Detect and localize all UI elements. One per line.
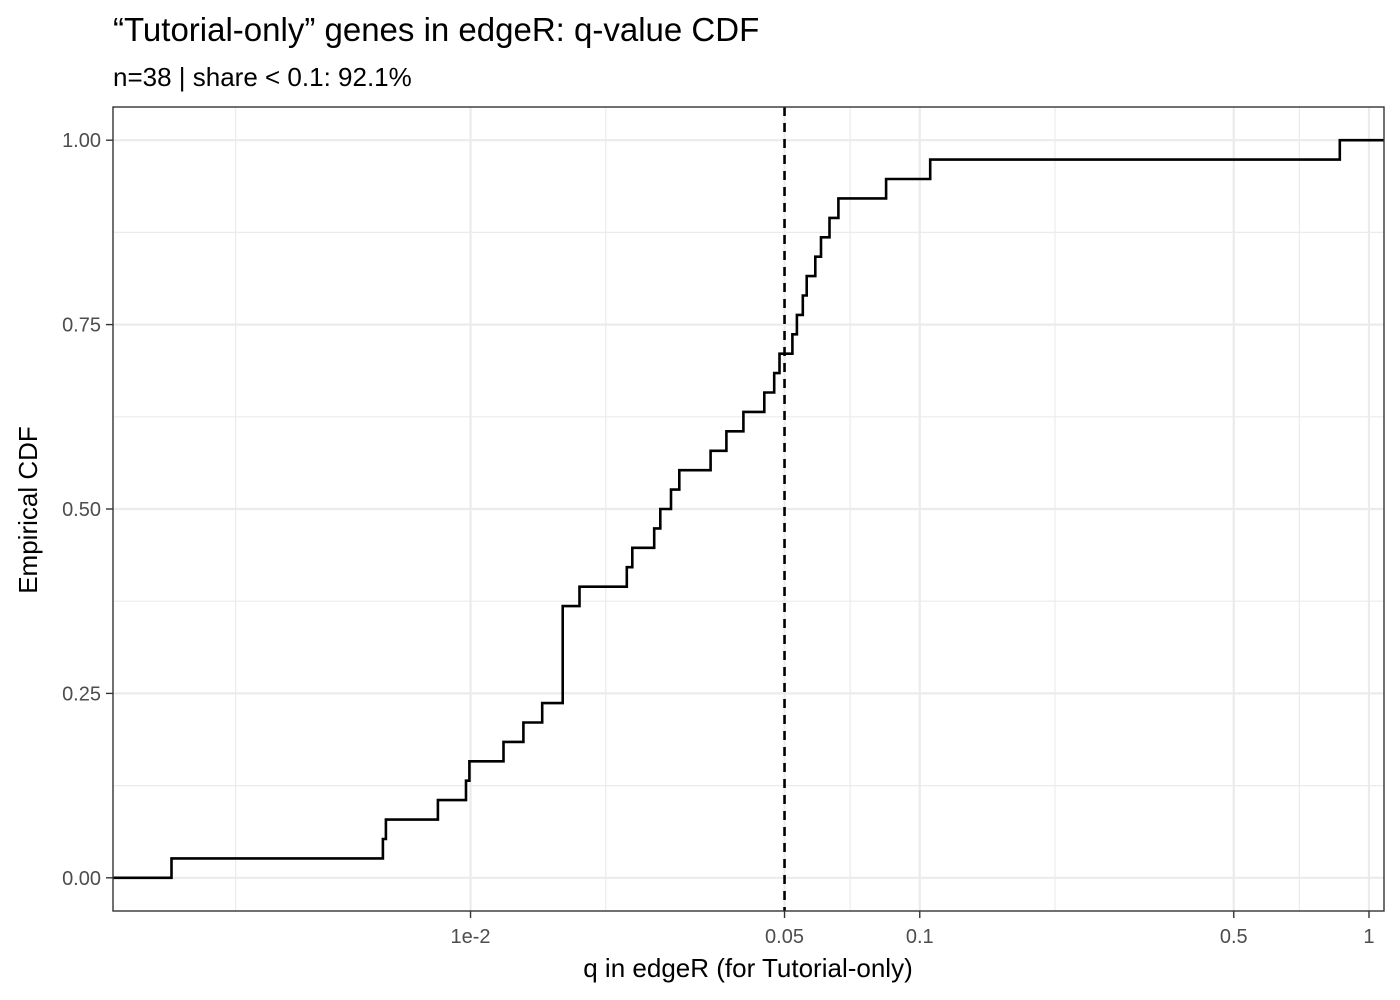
x-tick-label: 1 [1363, 926, 1374, 948]
y-axis-title: Empirical CDF [13, 426, 43, 594]
x-tick-label: 0.5 [1220, 926, 1248, 948]
y-tick-label: 0.00 [62, 868, 101, 890]
x-tick-label: 1e-2 [451, 926, 491, 948]
chart-title: “Tutorial-only” genes in edgeR: q-value … [113, 11, 759, 48]
y-tick-label: 1.00 [62, 130, 101, 152]
x-axis-title: q in edgeR (for Tutorial-only) [583, 953, 912, 983]
y-tick-label: 0.25 [62, 683, 101, 705]
x-tick-label: 0.05 [765, 926, 804, 948]
y-tick-label: 0.50 [62, 499, 101, 521]
ecdf-step-line [113, 138, 1384, 880]
x-tick-label: 0.1 [906, 926, 934, 948]
y-axis: 0.00 0.25 0.50 0.75 1.00 [62, 130, 113, 890]
chart-subtitle: n=38 | share < 0.1: 92.1% [113, 62, 412, 92]
series-layer [113, 138, 1384, 880]
x-axis: 1e-2 0.05 0.1 0.5 1 [451, 911, 1375, 948]
y-tick-label: 0.75 [62, 315, 101, 337]
